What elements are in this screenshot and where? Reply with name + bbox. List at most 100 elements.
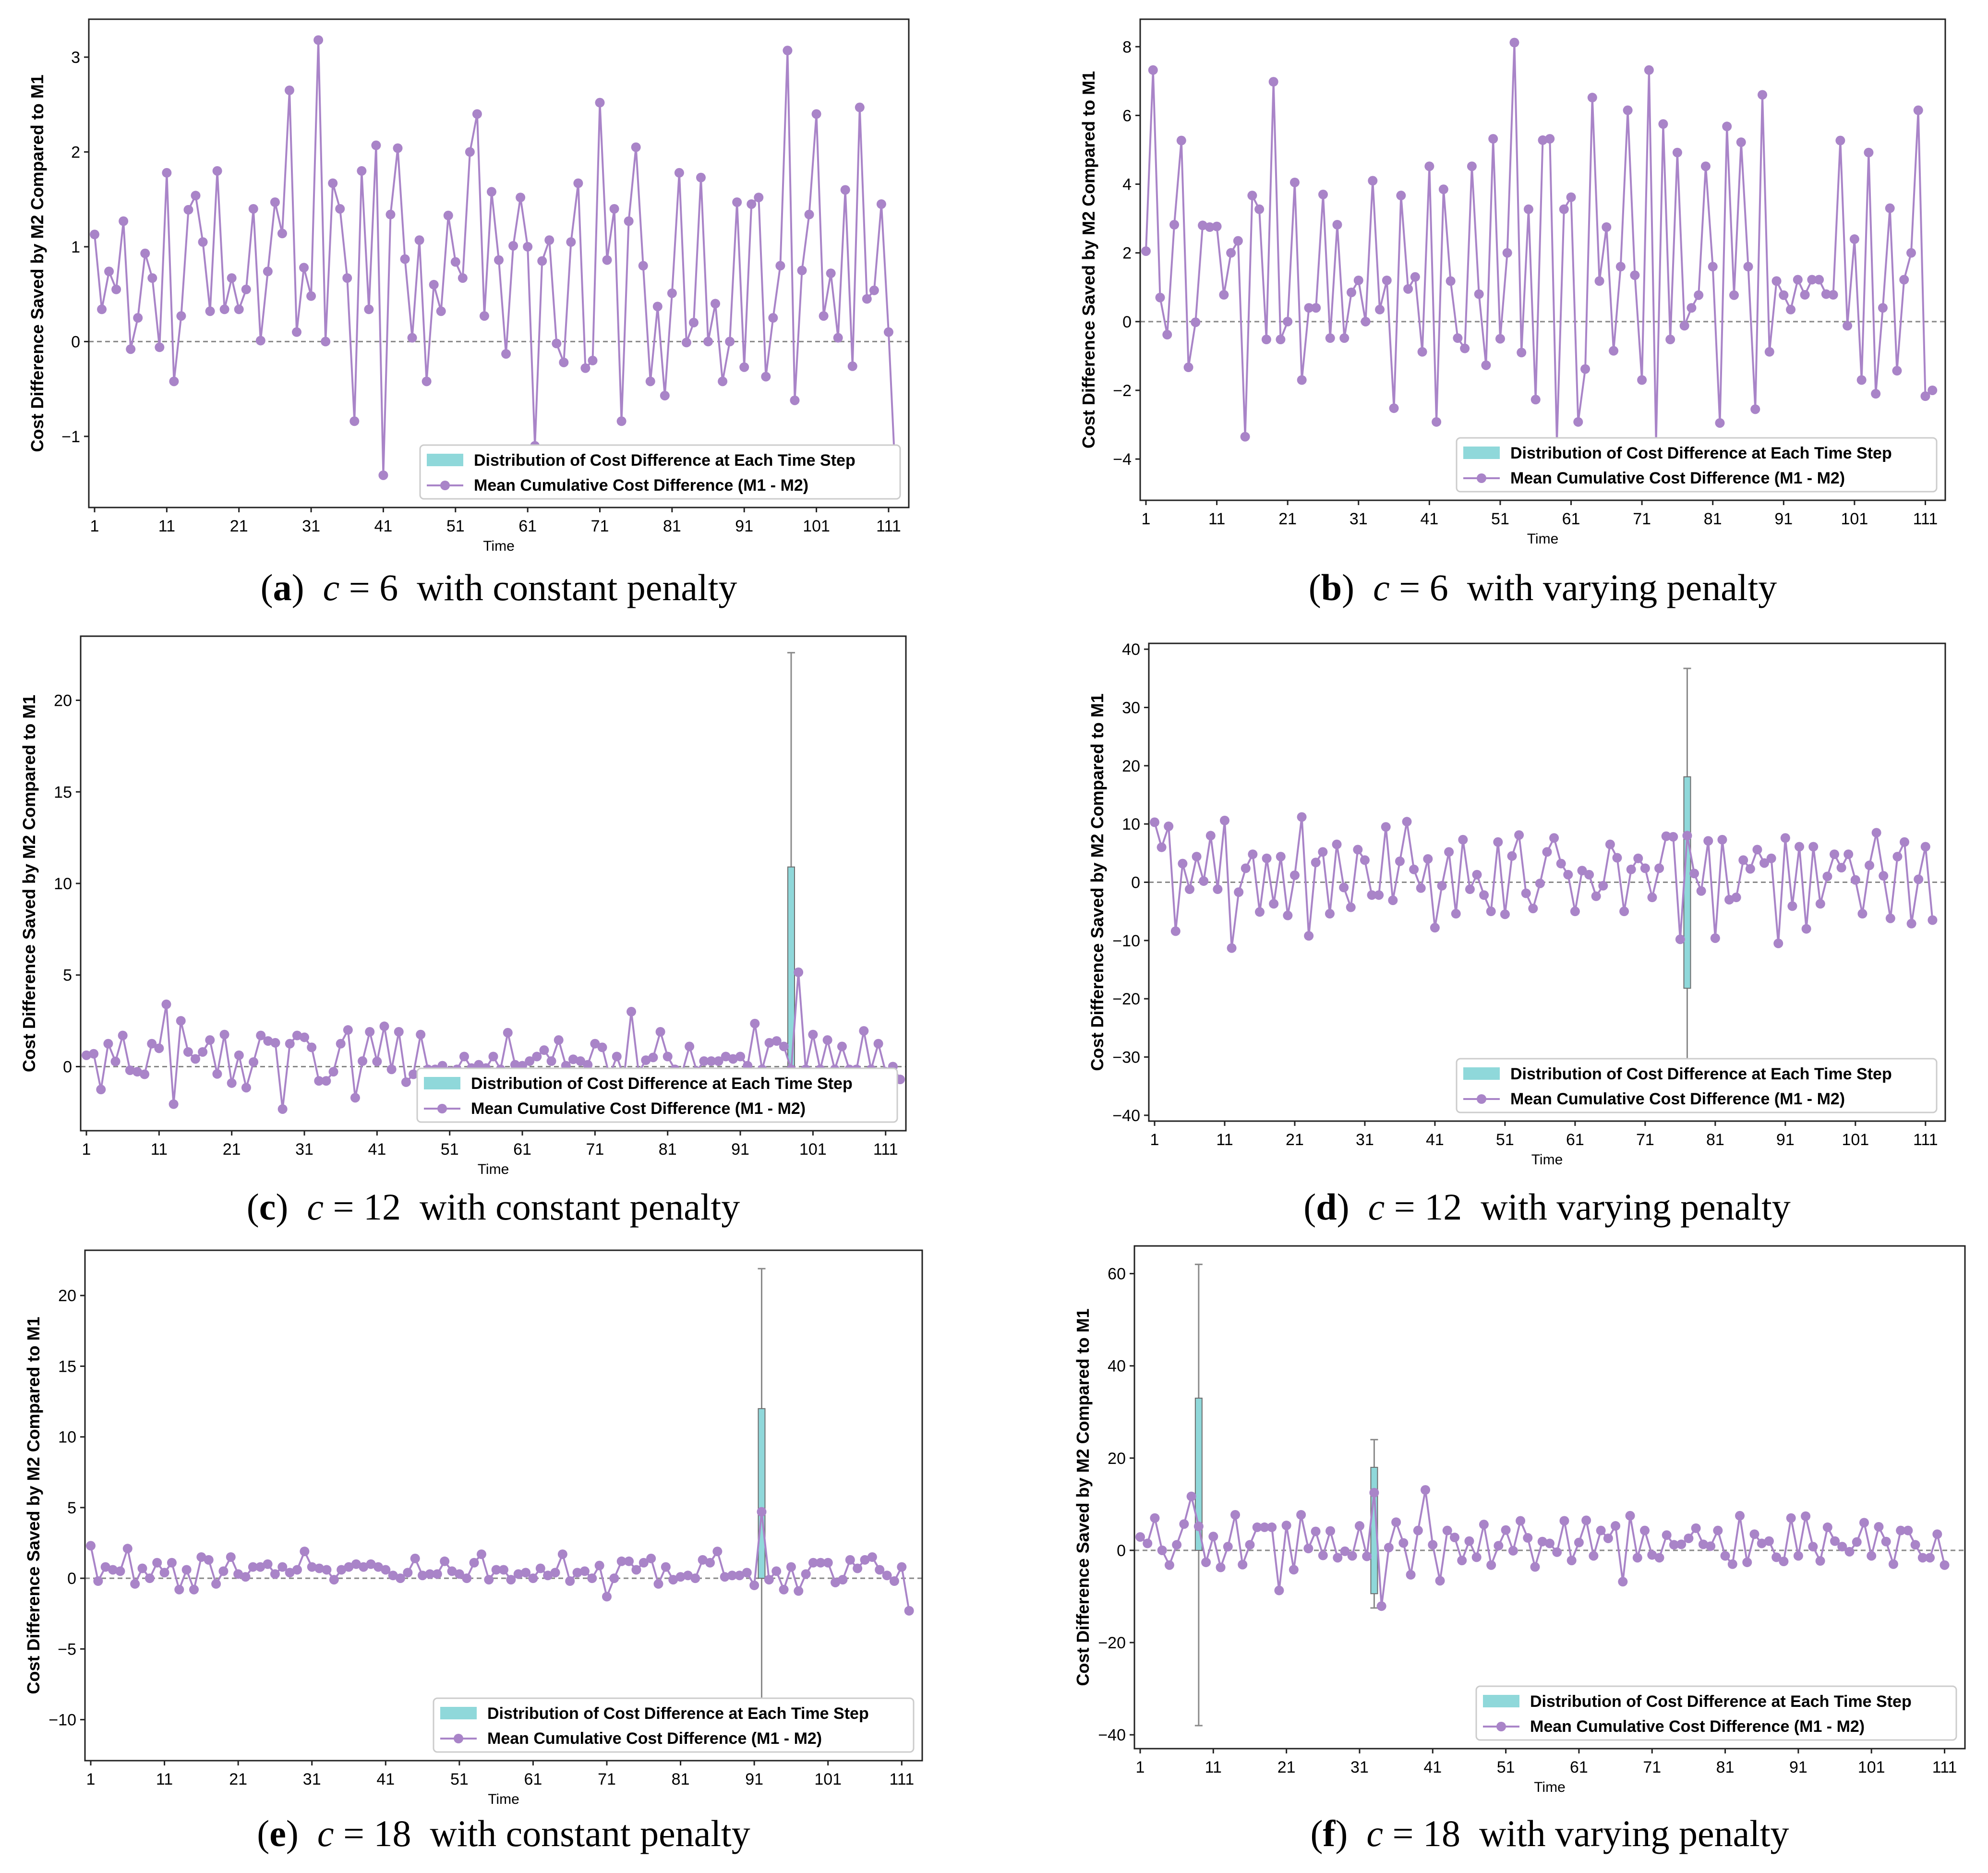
data-point bbox=[1654, 863, 1664, 873]
data-point bbox=[1186, 1491, 1196, 1501]
data-point bbox=[1694, 290, 1704, 300]
data-point bbox=[1828, 290, 1838, 300]
data-point bbox=[1584, 870, 1594, 880]
data-point bbox=[761, 372, 771, 382]
caption-equals: = bbox=[1394, 1186, 1415, 1228]
data-point bbox=[646, 1553, 656, 1563]
data-point bbox=[1523, 204, 1533, 214]
data-point bbox=[576, 1056, 586, 1066]
data-point bbox=[154, 1043, 164, 1053]
data-point bbox=[1517, 348, 1527, 358]
data-point bbox=[1542, 847, 1552, 857]
data-point bbox=[183, 205, 193, 215]
data-point bbox=[1537, 1536, 1547, 1547]
data-point bbox=[1793, 275, 1803, 285]
legend-entry: Distribution of Cost Difference at Each … bbox=[471, 1075, 853, 1093]
y-tick-label: −10 bbox=[48, 1711, 76, 1729]
x-tick-label: 1 bbox=[1150, 1131, 1159, 1149]
data-point bbox=[125, 1065, 135, 1075]
data-point bbox=[1226, 248, 1236, 258]
caption-variable: c bbox=[307, 1186, 324, 1228]
data-point bbox=[1259, 1522, 1269, 1532]
data-point bbox=[110, 1056, 120, 1066]
chart-panel-b: 1 11 21 31 41 51 61 71 81 91 101 111−4−202468TimeCo… bbox=[1079, 18, 1946, 608]
data-point bbox=[488, 1051, 498, 1062]
data-point bbox=[845, 1555, 855, 1565]
caption-letter: f bbox=[1323, 1813, 1336, 1854]
data-point bbox=[111, 284, 121, 294]
data-point bbox=[1460, 343, 1470, 353]
data-point bbox=[183, 1047, 193, 1057]
data-point bbox=[588, 355, 598, 365]
data-point bbox=[790, 395, 800, 405]
data-point bbox=[1486, 906, 1496, 917]
data-point bbox=[364, 304, 374, 314]
data-point bbox=[639, 1558, 649, 1568]
caption-paren-open: ( bbox=[247, 1186, 259, 1228]
data-point bbox=[443, 210, 453, 220]
data-point bbox=[883, 327, 893, 337]
data-point bbox=[277, 1104, 288, 1114]
data-point bbox=[594, 1560, 604, 1571]
y-tick-label: −30 bbox=[1112, 1049, 1140, 1067]
data-point bbox=[728, 1054, 738, 1064]
legend-swatch-distribution bbox=[440, 1707, 477, 1719]
caption-paren-open: ( bbox=[1310, 1813, 1323, 1854]
data-point bbox=[1822, 871, 1832, 882]
data-point bbox=[1332, 219, 1342, 230]
y-tick-label: 60 bbox=[1108, 1265, 1126, 1283]
data-point bbox=[675, 1572, 686, 1582]
data-point bbox=[1793, 1551, 1803, 1561]
x-tick-label: 61 bbox=[1566, 1131, 1584, 1149]
data-point bbox=[862, 294, 872, 304]
data-point bbox=[1852, 1537, 1862, 1547]
data-point bbox=[1395, 856, 1405, 866]
data-point bbox=[506, 1575, 516, 1585]
data-point bbox=[429, 279, 439, 290]
y-tick-label: 30 bbox=[1122, 699, 1140, 717]
data-point bbox=[749, 1580, 759, 1590]
data-point bbox=[706, 1056, 716, 1066]
panel-caption: (f) c = 18 with varying penalty bbox=[1310, 1813, 1789, 1854]
data-point bbox=[436, 306, 446, 316]
data-point bbox=[1339, 882, 1349, 893]
data-point bbox=[663, 1051, 673, 1062]
data-point bbox=[176, 311, 186, 321]
data-point bbox=[1269, 899, 1279, 909]
data-point bbox=[1157, 1545, 1167, 1555]
data-point bbox=[552, 338, 562, 349]
data-point bbox=[1850, 875, 1860, 885]
data-point bbox=[544, 235, 554, 245]
data-point bbox=[1201, 1557, 1211, 1567]
data-point bbox=[1696, 886, 1706, 896]
data-point bbox=[1347, 287, 1357, 297]
data-point bbox=[322, 1565, 332, 1575]
data-point bbox=[1360, 855, 1370, 865]
data-point bbox=[1406, 1570, 1416, 1580]
x-tick-label: 61 bbox=[1562, 510, 1580, 528]
x-tick-label: 41 bbox=[1426, 1131, 1444, 1149]
data-point bbox=[409, 1069, 419, 1079]
data-point bbox=[270, 1038, 280, 1048]
data-point bbox=[1481, 360, 1491, 370]
data-point bbox=[1403, 284, 1413, 294]
x-tick-label: 81 bbox=[659, 1140, 677, 1159]
data-point bbox=[1212, 221, 1222, 231]
data-point bbox=[808, 1029, 818, 1039]
data-point bbox=[1591, 891, 1601, 901]
data-point bbox=[565, 1576, 575, 1586]
data-point bbox=[1559, 204, 1569, 214]
data-point bbox=[889, 1576, 899, 1586]
data-point bbox=[1254, 907, 1265, 917]
data-point bbox=[711, 299, 721, 309]
legend-entry: Distribution of Cost Difference at Each … bbox=[1510, 1065, 1892, 1083]
data-point bbox=[681, 338, 691, 348]
data-point bbox=[609, 1573, 619, 1583]
caption-value: 6 bbox=[379, 567, 398, 608]
data-point bbox=[1764, 1536, 1774, 1546]
data-point bbox=[1615, 262, 1626, 272]
data-point bbox=[550, 1568, 560, 1578]
data-point bbox=[572, 1568, 582, 1578]
data-point bbox=[314, 1563, 325, 1573]
data-point bbox=[1457, 1556, 1467, 1566]
